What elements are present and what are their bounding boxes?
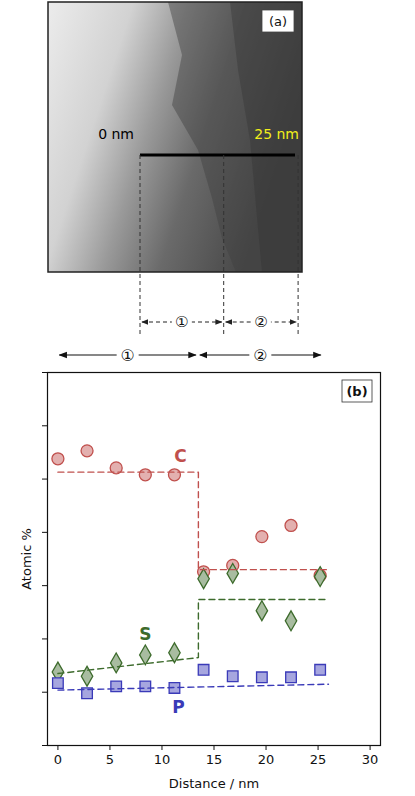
svg-text:10: 10 (154, 752, 171, 767)
svg-text:S: S (139, 624, 151, 644)
svg-text:Distance / nm: Distance / nm (169, 776, 259, 791)
svg-text:30: 30 (362, 752, 379, 767)
svg-text:①: ① (120, 346, 134, 365)
svg-text:(a): (a) (269, 14, 287, 29)
svg-text:15: 15 (206, 752, 223, 767)
svg-text:25: 25 (310, 752, 327, 767)
svg-text:20: 20 (258, 752, 275, 767)
svg-text:Atomic %: Atomic % (19, 528, 34, 590)
svg-text:C: C (174, 446, 186, 466)
svg-text:②: ② (254, 313, 267, 331)
svg-text:25 nm: 25 nm (254, 126, 299, 142)
svg-text:5: 5 (106, 752, 114, 767)
svg-text:0 nm: 0 nm (98, 126, 134, 142)
svg-text:(b): (b) (346, 384, 367, 399)
svg-text:P: P (172, 697, 184, 717)
svg-text:0: 0 (54, 752, 62, 767)
svg-text:②: ② (253, 346, 267, 365)
svg-text:①: ① (175, 313, 188, 331)
